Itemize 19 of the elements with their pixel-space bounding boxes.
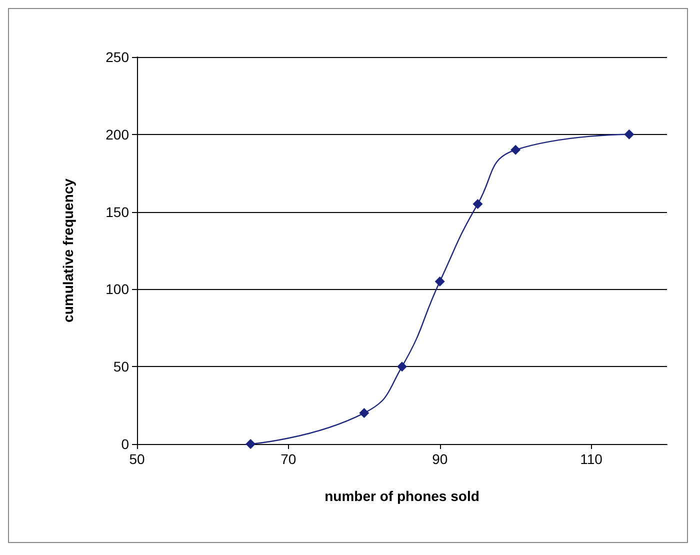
x-tick-label: 90	[432, 451, 448, 467]
y-tick-label: 150	[106, 204, 130, 220]
x-tick-label: 110	[580, 451, 603, 467]
x-tick-label: 70	[280, 451, 296, 467]
x-tick-label: 50	[129, 451, 145, 467]
y-axis-title: cumulative frequency	[60, 178, 76, 322]
point	[359, 408, 370, 418]
y-tick-label: 50	[113, 358, 130, 375]
y-tick-label: 0	[121, 436, 130, 452]
y-tick-label: 200	[106, 126, 130, 142]
y-tick-label: 100	[106, 281, 130, 298]
point	[397, 362, 407, 372]
point	[624, 129, 634, 140]
point	[434, 276, 445, 286]
point	[510, 144, 521, 155]
y-tick-label: 250	[106, 49, 130, 65]
point	[472, 199, 483, 210]
x-axis-title: number of phones sold	[324, 488, 480, 504]
point	[246, 439, 256, 449]
